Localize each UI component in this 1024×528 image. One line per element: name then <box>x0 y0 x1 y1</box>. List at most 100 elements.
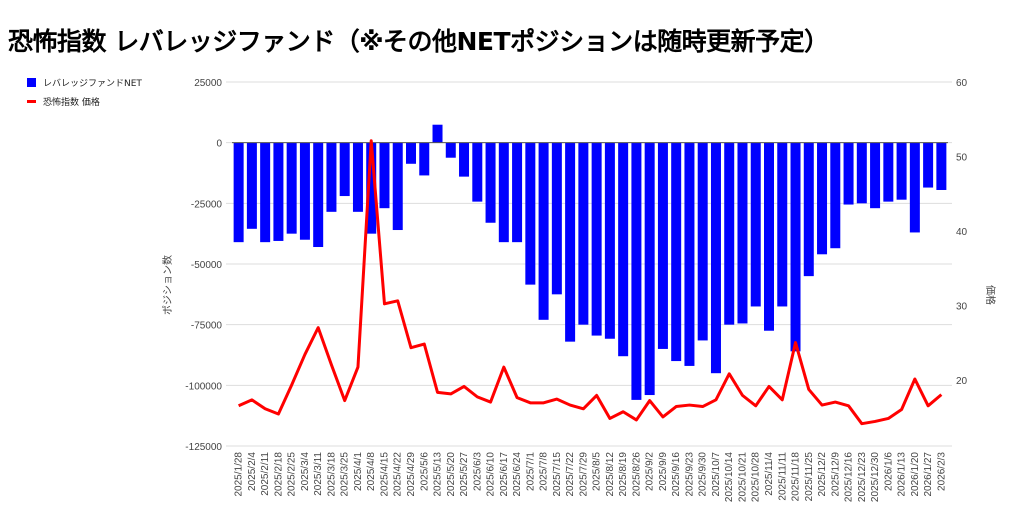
y2-tick-label: 40 <box>956 227 968 238</box>
line-series <box>238 139 943 426</box>
y2-tick-label: 60 <box>956 78 968 89</box>
x-tick-label: 2025/3/4 <box>300 452 311 491</box>
legend: レバレッジファンドNET 恐怖指数 価格 <box>27 78 142 108</box>
bar <box>498 142 509 243</box>
x-tick-label: 2025/5/6 <box>419 452 430 491</box>
bar <box>631 142 642 400</box>
x-tick-label: 2025/2/18 <box>273 452 284 497</box>
bar <box>604 142 615 339</box>
x-tick-label: 2025/10/14 <box>724 452 735 502</box>
bar <box>843 142 854 205</box>
bar <box>313 142 324 248</box>
x-tick-label: 2025/4/8 <box>366 452 377 491</box>
bar <box>525 142 536 285</box>
x-tick-label: 2026/1/20 <box>910 452 921 497</box>
bar <box>459 142 470 177</box>
bar-series <box>233 124 947 400</box>
bar <box>578 142 589 325</box>
bar <box>286 142 297 234</box>
x-tick-label: 2025/1/28 <box>234 452 245 497</box>
x-tick-label: 2025/9/16 <box>671 452 682 497</box>
bar <box>883 142 894 202</box>
x-tick-label: 2025/7/1 <box>525 452 536 491</box>
bar <box>538 142 549 320</box>
bar <box>790 142 801 352</box>
x-tick-label: 2025/4/1 <box>353 452 364 491</box>
bar <box>392 142 403 231</box>
x-tick-label: 2025/7/22 <box>565 452 576 497</box>
x-tick-label: 2025/6/10 <box>486 452 497 497</box>
x-tick-label: 2025/6/3 <box>472 452 483 491</box>
x-tick-label: 2025/8/26 <box>631 452 642 497</box>
bar <box>445 142 456 158</box>
x-tick-label: 2025/10/21 <box>737 452 748 502</box>
left-axis-ticks: 25000 0 -25000 -50000 -75000 -100000 -125000 <box>185 78 222 453</box>
x-tick-label: 2025/4/15 <box>379 452 390 497</box>
x-tick-label: 2025/10/28 <box>751 452 762 502</box>
bar <box>260 142 271 243</box>
x-axis-ticks: 2025/1/28 2025/2/4 2025/2/11 2025/2/18 2025/… <box>234 452 948 502</box>
x-tick-label: 2025/3/18 <box>326 452 337 497</box>
bar <box>379 142 390 209</box>
x-tick-label: 2026/2/3 <box>936 452 947 491</box>
bar <box>326 142 337 212</box>
bar <box>817 142 828 255</box>
x-tick-label: 2026/1/13 <box>897 452 908 497</box>
x-tick-label: 2025/12/16 <box>844 452 855 502</box>
x-tick-label: 2025/11/11 <box>777 452 788 501</box>
bar <box>591 142 602 336</box>
bar <box>366 142 377 234</box>
bar <box>777 142 788 307</box>
bar <box>618 142 629 357</box>
x-tick-label: 2025/10/7 <box>711 452 722 497</box>
x-tick-label: 2025/9/30 <box>698 452 709 497</box>
bar <box>936 142 947 190</box>
y-tick-label: 0 <box>216 139 222 150</box>
x-tick-label: 2025/2/11 <box>260 452 271 496</box>
x-tick-label: 2025/12/23 <box>857 452 868 502</box>
bar <box>737 142 748 324</box>
x-tick-label: 2026/1/6 <box>883 452 894 491</box>
x-tick-label: 2025/11/25 <box>804 452 815 502</box>
legend-bar-label: レバレッジファンドNET <box>43 78 142 89</box>
x-tick-label: 2025/12/2 <box>817 452 828 497</box>
y2-tick-label: 50 <box>956 152 968 163</box>
bar <box>830 142 841 249</box>
x-tick-label: 2025/9/23 <box>684 452 695 497</box>
x-tick-label: 2025/12/30 <box>870 452 881 502</box>
x-tick-label: 2025/6/17 <box>499 452 510 497</box>
x-tick-label: 2025/11/4 <box>764 452 775 496</box>
y-tick-label: -25000 <box>191 199 223 210</box>
x-tick-label: 2026/1/27 <box>923 452 934 497</box>
y2-tick-label: 20 <box>956 376 968 387</box>
bar <box>565 142 576 342</box>
x-tick-label: 2025/8/19 <box>618 452 629 497</box>
x-tick-label: 2025/3/25 <box>340 452 351 497</box>
legend-line-label: 恐怖指数 価格 <box>43 96 100 108</box>
bar <box>764 142 774 331</box>
x-tick-label: 2025/2/4 <box>247 452 258 491</box>
bar <box>684 142 695 366</box>
x-tick-label: 2025/6/24 <box>512 452 523 497</box>
bar <box>909 142 920 233</box>
x-tick-label: 2025/12/9 <box>830 452 841 497</box>
legend-line-swatch <box>27 100 36 103</box>
x-tick-label: 2025/7/29 <box>578 452 589 497</box>
x-tick-label: 2025/5/27 <box>459 452 470 497</box>
y2-tick-label: 30 <box>956 301 968 312</box>
bar <box>352 142 363 212</box>
bar <box>671 142 682 362</box>
bar <box>299 142 310 240</box>
bar <box>432 124 443 143</box>
left-axis-label: ポジション数 <box>161 255 174 315</box>
y-tick-label: -50000 <box>191 260 223 271</box>
x-tick-label: 2025/8/5 <box>592 452 603 491</box>
bar <box>856 142 867 204</box>
x-tick-label: 2025/5/13 <box>433 452 444 497</box>
bar <box>710 142 721 374</box>
right-axis-ticks: 60 50 40 30 20 <box>956 78 968 387</box>
chart-title: 恐怖指数 レバレッジファンド（※その他NETポジションは随時更新予定） <box>8 27 829 56</box>
bar <box>697 142 708 341</box>
bar <box>512 142 523 243</box>
y-tick-label: -125000 <box>185 442 222 453</box>
